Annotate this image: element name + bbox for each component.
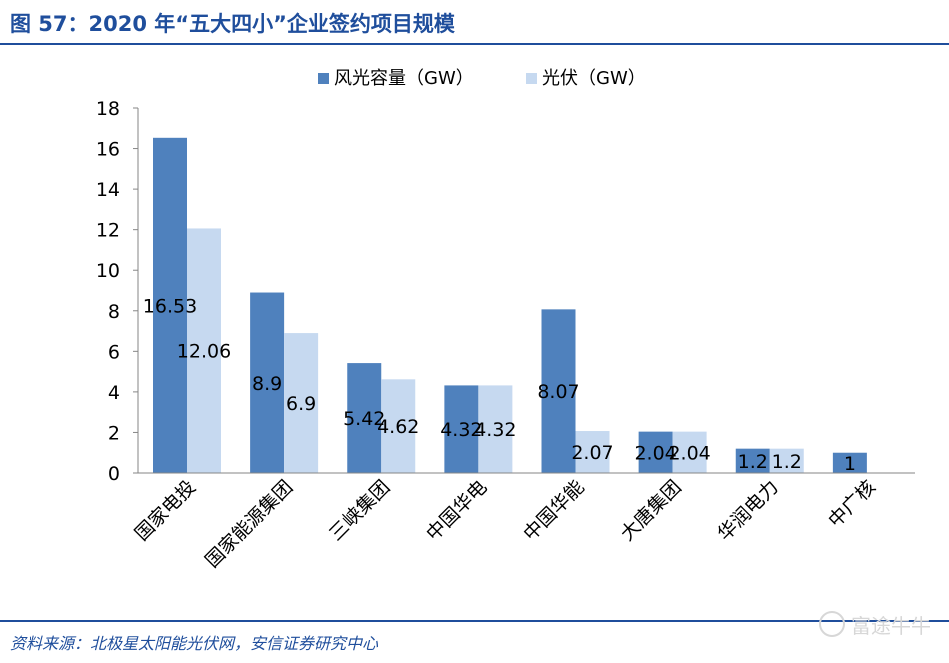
- y-tick-label: 18: [96, 98, 120, 120]
- y-tick-label: 0: [108, 463, 120, 485]
- y-tick-label: 6: [108, 341, 120, 363]
- bar: [638, 431, 673, 473]
- x-category-label: 国家能源集团: [201, 476, 297, 572]
- bar: [735, 448, 770, 473]
- data-label: 6.9: [286, 393, 316, 415]
- bar: [478, 385, 513, 473]
- bar: [347, 363, 382, 473]
- data-label: 2.04: [634, 442, 676, 464]
- data-label: 4.62: [377, 416, 419, 438]
- bar: [284, 333, 319, 473]
- y-tick-label: 12: [96, 220, 120, 242]
- x-category-label: 中国华电: [422, 476, 491, 545]
- y-tick-label: 8: [108, 301, 120, 323]
- bar: [153, 137, 187, 473]
- watermark-text: 富途牛牛: [851, 614, 931, 638]
- bar: [187, 228, 221, 473]
- legend-swatch: [526, 73, 537, 84]
- x-category-label: 三峡集团: [325, 476, 394, 545]
- legend-swatch: [318, 73, 329, 84]
- source-note: 资料来源：北极星太阳能光伏网，安信证券研究中心: [10, 634, 379, 653]
- y-tick-label: 16: [96, 139, 120, 161]
- data-label: 1.2: [772, 451, 802, 473]
- bar: [444, 385, 479, 473]
- bar-chart: 风光容量（GW） 光伏（GW） 0 2 4 6 8 10 12 14 16 18 16.53 8.9 5.4…: [96, 68, 915, 572]
- figure-title: 图 57：2020 年“五大四小”企业签约项目规模: [10, 12, 455, 36]
- legend-label: 风光容量（GW）: [334, 68, 474, 89]
- bar: [832, 452, 867, 473]
- bar: [541, 309, 576, 473]
- source-rule: [0, 620, 949, 622]
- data-label: 4.32: [440, 419, 482, 441]
- data-label: 12.06: [177, 341, 231, 363]
- data-label: 2.04: [668, 442, 710, 464]
- x-category-label: 华润电力: [714, 476, 783, 545]
- bar: [575, 431, 610, 473]
- y-tick-label: 14: [96, 179, 120, 201]
- data-label: 5.42: [343, 408, 385, 430]
- x-category-label: 大唐集团: [616, 476, 685, 545]
- data-label: 1: [844, 453, 856, 475]
- y-tick-label: 4: [108, 382, 120, 404]
- watermark: 富途牛牛: [819, 610, 931, 639]
- bar: [769, 448, 804, 473]
- bar: [672, 431, 707, 473]
- legend-label: 光伏（GW）: [542, 68, 646, 89]
- bar: [381, 379, 416, 473]
- data-label: 4.32: [474, 419, 516, 441]
- x-category-label: 中国华能: [519, 476, 588, 545]
- watermark-logo-icon: [819, 611, 845, 637]
- data-label: 8.9: [252, 373, 282, 395]
- y-tick-label: 10: [96, 260, 120, 282]
- data-label: 2.07: [571, 442, 613, 464]
- x-category-label: 中广核: [824, 476, 880, 532]
- title-rule: [0, 43, 949, 45]
- data-label: 1.2: [738, 451, 768, 473]
- y-tick-label: 2: [108, 422, 120, 444]
- x-category-label: 国家电投: [131, 476, 200, 545]
- data-label: 16.53: [143, 295, 197, 317]
- bar: [250, 292, 285, 473]
- data-label: 8.07: [537, 381, 579, 403]
